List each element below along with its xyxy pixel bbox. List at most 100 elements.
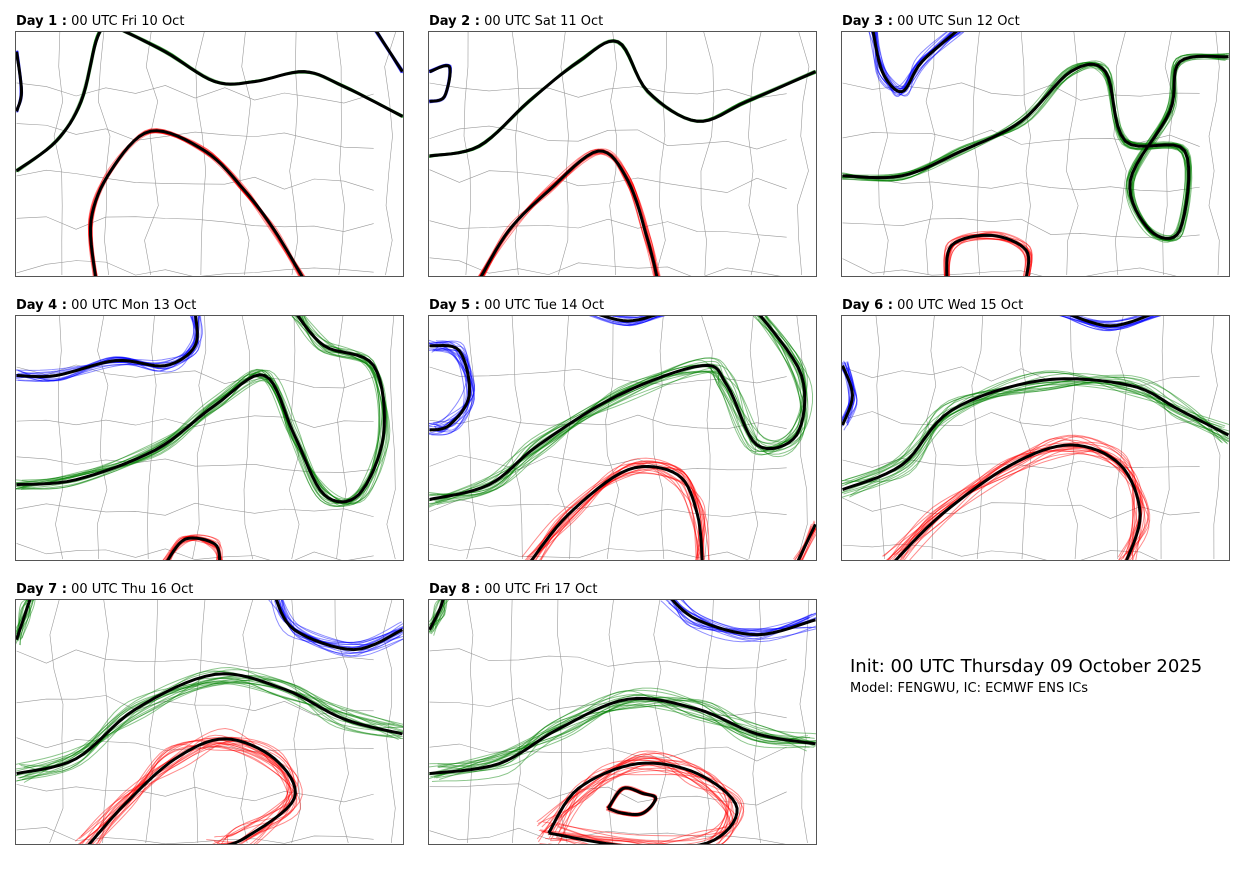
blue-contour-ensemble-mean [375, 32, 403, 73]
green-contour-ensemble-mean [429, 39, 816, 158]
day-label: Day 4 : [16, 298, 67, 313]
init-time: Init: 00 UTC Thursday 09 October 2025 [850, 656, 1203, 677]
map-panel-day-5 [428, 315, 817, 561]
green-contour-ensemble [429, 316, 814, 508]
map-panel-day-8 [428, 599, 817, 845]
blue-contour-ensemble [868, 32, 965, 97]
state-borders [842, 316, 1221, 560]
green-contour-ensemble-mean [16, 600, 32, 641]
map-panel-day-2 [428, 31, 817, 277]
map-day-4 [16, 316, 396, 560]
map-panel-day-1 [15, 31, 404, 277]
valid-time: 00 UTC Tue 14 Oct [484, 298, 605, 313]
map-day-2 [429, 32, 816, 276]
map-day-8 [429, 600, 816, 844]
red-contour-ensemble-mean [88, 129, 304, 276]
green-contour-ensemble [842, 52, 1229, 243]
green-contour-ensemble [842, 370, 1229, 498]
red-contour-ensemble-mean [479, 149, 659, 276]
green-contour-ensemble-mean [429, 696, 816, 776]
map-panel-day-6 [841, 315, 1230, 561]
day-label: Day 6 : [842, 298, 893, 313]
red-contour-ensemble-mean [87, 737, 297, 844]
blue-contour-ensemble-mean [670, 600, 816, 637]
map-panel-day-4 [15, 315, 404, 561]
panel-title-day-6: Day 6 : 00 UTC Wed 15 Oct [842, 298, 1023, 313]
red-contour-ensemble-mean [166, 536, 222, 560]
blue-contour-ensemble [1058, 316, 1161, 332]
info-block: Init: 00 UTC Thursday 09 October 2025 Mo… [850, 656, 1202, 696]
map-panel-day-7 [15, 599, 404, 845]
state-borders [429, 600, 810, 844]
red-contour-ensemble [943, 230, 1033, 276]
blue-contour-ensemble [429, 339, 476, 436]
green-contour-ensemble-mean [429, 316, 807, 501]
red-contour-ensemble-mean [547, 761, 739, 844]
red-contour-ensemble [75, 728, 303, 844]
blue-contour-ensemble-mean [429, 343, 472, 432]
green-contour-ensemble-mean [16, 672, 403, 776]
blue-contour-ensemble-mean [429, 64, 452, 103]
red-contour-ensemble-mean [796, 523, 816, 560]
green-contour-ensemble-mean [842, 377, 1229, 491]
red-contour-ensemble-mean [606, 786, 658, 817]
valid-time: 00 UTC Mon 13 Oct [71, 298, 197, 313]
red-contour-ensemble [87, 128, 306, 276]
blue-contour-ensemble-mean [871, 32, 958, 94]
green-contour-ensemble-mean [16, 32, 102, 173]
day-label: Day 8 : [429, 582, 480, 597]
valid-time: 00 UTC Fri 17 Oct [484, 582, 598, 597]
map-day-6 [842, 316, 1229, 560]
valid-time: 00 UTC Sat 11 Oct [484, 14, 604, 29]
day-label: Day 7 : [16, 582, 67, 597]
panel-title-day-2: Day 2 : 00 UTC Sat 11 Oct [429, 14, 603, 29]
red-contour-ensemble-mean [529, 464, 704, 560]
panel-title-day-5: Day 5 : 00 UTC Tue 14 Oct [429, 298, 604, 313]
state-borders [429, 316, 808, 560]
green-contour-ensemble-mean [16, 316, 386, 504]
green-contour-ensemble-mean [122, 32, 403, 118]
blue-contour-ensemble-mean [274, 600, 403, 652]
day-label: Day 1 : [16, 14, 67, 29]
blue-contour-ensemble-mean [598, 316, 658, 323]
valid-time: 00 UTC Fri 10 Oct [71, 14, 185, 29]
red-contour-ensemble [793, 520, 816, 560]
map-day-3 [842, 32, 1229, 276]
green-contour-ensemble-mean [842, 54, 1229, 240]
red-contour-ensemble-mean [945, 233, 1031, 276]
valid-time: 00 UTC Sun 12 Oct [897, 14, 1020, 29]
red-contour-ensemble [477, 148, 661, 276]
map-day-7 [16, 600, 403, 844]
blue-contour-ensemble-mean [16, 51, 24, 112]
blue-contour-ensemble [16, 316, 203, 382]
green-contour-ensemble-mean [429, 600, 445, 631]
map-day-5 [429, 316, 816, 560]
panel-title-day-7: Day 7 : 00 UTC Thu 16 Oct [16, 582, 193, 597]
valid-time: 00 UTC Wed 15 Oct [897, 298, 1024, 313]
blue-contour-ensemble [660, 600, 816, 643]
map-day-1 [16, 32, 403, 276]
day-label: Day 3 : [842, 14, 893, 29]
panel-title-day-3: Day 3 : 00 UTC Sun 12 Oct [842, 14, 1020, 29]
panel-title-day-8: Day 8 : 00 UTC Fri 17 Oct [429, 582, 597, 597]
state-borders [16, 600, 396, 844]
blue-contour-ensemble-mean [16, 316, 199, 379]
state-borders [842, 32, 1220, 276]
green-contour-ensemble [16, 667, 403, 783]
map-panel-day-3 [841, 31, 1230, 277]
red-contour-ensemble [521, 457, 710, 560]
model-info: Model: FENGWU, IC: ECMWF ENS ICs [850, 681, 1089, 696]
panel-title-day-4: Day 4 : 00 UTC Mon 13 Oct [16, 298, 196, 313]
red-contour-ensemble-mean [893, 443, 1142, 560]
green-contour-ensemble [429, 600, 449, 636]
state-borders [429, 32, 810, 276]
panel-title-day-1: Day 1 : 00 UTC Fri 10 Oct [16, 14, 184, 29]
blue-contour-ensemble-mean [842, 365, 854, 426]
green-contour-ensemble [121, 32, 403, 119]
blue-contour-ensemble-mean [1069, 316, 1152, 328]
day-label: Day 5 : [429, 298, 480, 313]
valid-time: 00 UTC Thu 16 Oct [71, 582, 194, 597]
state-borders [16, 32, 396, 276]
day-label: Day 2 : [429, 14, 480, 29]
green-contour-ensemble [16, 316, 391, 508]
